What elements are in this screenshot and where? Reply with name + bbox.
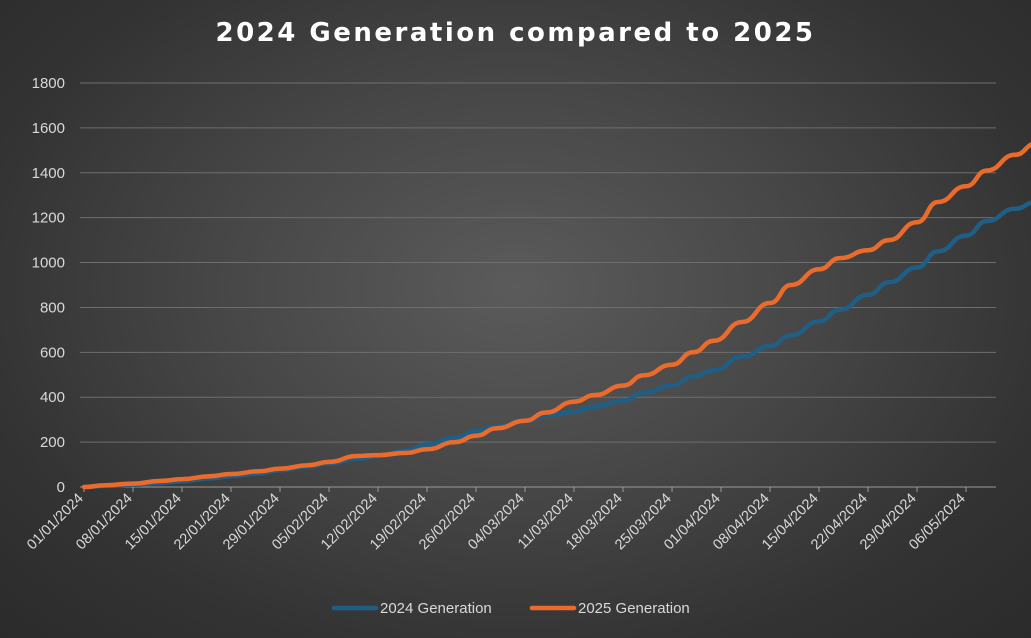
gridlines [80,82,996,443]
series-lines [81,142,1031,490]
legend-label: 2024 Generation [380,600,492,617]
legend: 2024 Generation 2025 Generation [331,600,690,617]
legend-label: 2025 Generation [578,600,690,617]
y-tick-label: 1400 [32,165,65,182]
x-axis: 01/01/202408/01/202415/01/202422/01/2024… [24,486,996,553]
chart-title: 2024 Generation compared to 2025 [215,18,816,48]
y-tick-label: 200 [40,434,65,451]
y-tick-label: 0 [57,479,65,496]
y-tick-label: 1800 [32,75,65,92]
y-axis: 0 200 400 600 800 1000 1200 1400 1600 1800 [32,75,65,496]
y-tick-label: 800 [40,299,65,316]
y-tick-label: 1200 [32,210,65,227]
y-tick-label: 600 [40,344,65,361]
y-tick-label: 1000 [32,255,65,272]
y-tick-label: 1600 [32,120,65,137]
y-tick-label: 400 [40,389,65,406]
series-line-2 [81,142,1031,490]
